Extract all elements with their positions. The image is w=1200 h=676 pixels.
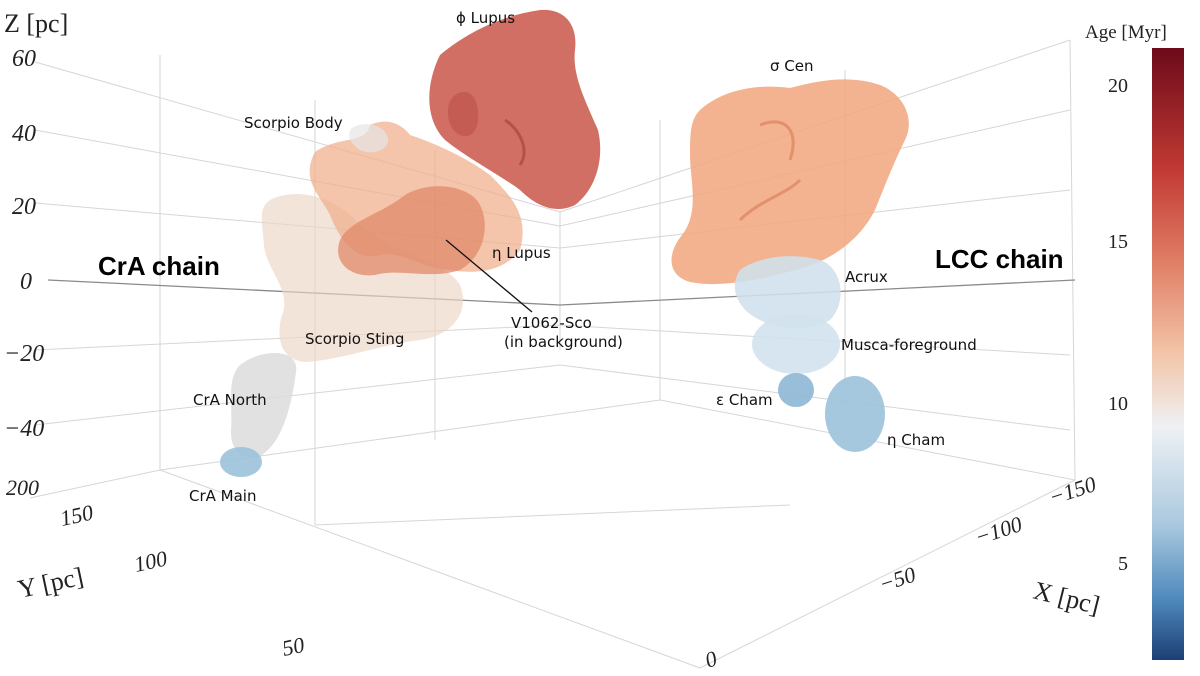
z-axis-title: Z [pc] <box>4 9 68 38</box>
cluster-acrux <box>734 256 841 329</box>
colorbar-tick: 10 <box>1108 393 1128 415</box>
label-scorpio-sting: Scorpio Sting <box>305 330 404 348</box>
x-axis-title: X [pc] <box>1031 576 1103 620</box>
z-tick: −20 <box>4 341 44 367</box>
label-phi-lupus: ϕ Lupus <box>456 9 515 27</box>
cluster-musca-foreground <box>752 314 840 374</box>
colorbar-tick: 20 <box>1108 75 1128 97</box>
colorbar-title: Age [Myr] <box>1085 22 1167 43</box>
label-sigma-cen: σ Cen <box>770 57 813 75</box>
y-tick: 100 <box>132 546 169 577</box>
z-tick: −40 <box>4 416 44 442</box>
x-tick: −50 <box>876 562 919 597</box>
z-tick: 40 <box>12 121 36 147</box>
label-musca-foreground: Musca-foreground <box>841 336 977 354</box>
label-v1062-sco: V1062-Sco <box>511 314 592 332</box>
y-tick: 50 <box>280 632 307 661</box>
cluster-scorpio-sting <box>261 194 464 362</box>
cluster-sigma-cen <box>671 79 909 285</box>
cluster-eta-lupus <box>338 186 485 276</box>
y-tick: 150 <box>58 500 95 531</box>
z-tick: 0 <box>20 269 32 295</box>
cluster-epsilon-cham <box>778 373 814 407</box>
label-epsilon-cham: ε Cham <box>716 391 773 409</box>
colorbar: Age [Myr] 20 15 10 5 <box>1085 22 1184 660</box>
cluster-eta-cham <box>825 376 885 452</box>
z-tick: 60 <box>12 46 36 72</box>
label-acrux: Acrux <box>845 268 888 286</box>
label-scorpio-body: Scorpio Body <box>244 114 343 132</box>
label-lcc-chain: LCC chain <box>935 244 1064 274</box>
v1062-pointer-line <box>445 239 533 313</box>
label-eta-cham: η Cham <box>887 431 945 449</box>
z-tick: 20 <box>12 194 36 220</box>
y-axis-title: Y [pc] <box>15 562 86 604</box>
cluster-crA-north <box>230 353 297 458</box>
colorbar-tick: 5 <box>1118 553 1128 575</box>
label-crA-chain: CrA chain <box>98 251 220 281</box>
cluster-crA-main <box>220 447 262 477</box>
label-v1062-background: (in background) <box>504 333 623 351</box>
cluster-phi-lupus <box>429 9 601 210</box>
label-crA-north: CrA North <box>193 391 267 409</box>
zero-plane-line <box>47 279 1076 306</box>
label-crA-main: CrA Main <box>189 487 256 505</box>
y-tick: 200 <box>6 475 39 500</box>
colorbar-tick: 15 <box>1108 231 1128 253</box>
x-tick: −150 <box>1046 471 1099 510</box>
colorbar-gradient <box>1152 48 1184 660</box>
x-tick: −100 <box>972 511 1025 550</box>
label-eta-lupus: η Lupus <box>492 244 551 262</box>
